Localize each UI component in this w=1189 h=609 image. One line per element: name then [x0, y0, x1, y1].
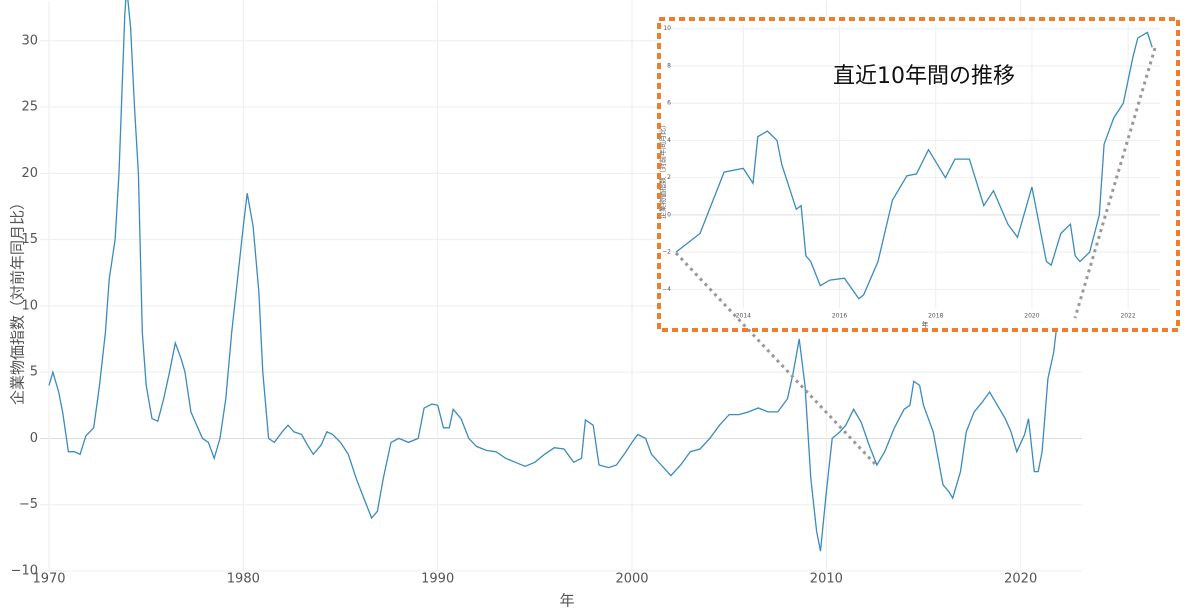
y-tick-label: −2 [662, 249, 671, 256]
y-tick-label: −10 [11, 564, 38, 579]
x-axis-label: 年 [559, 592, 574, 609]
y-tick-label: 5 [30, 365, 38, 380]
inset-frame [657, 17, 1180, 332]
y-tick-label: 25 [21, 100, 38, 115]
x-tick-label: 2014 [736, 313, 751, 320]
x-tick-label: 1970 [32, 572, 65, 587]
y-tick-label: −4 [662, 286, 671, 293]
x-tick-label: 2020 [1004, 572, 1037, 587]
y-tick-label: 8 [667, 62, 671, 69]
x-axis-label: 年 [922, 320, 929, 329]
x-tick-label: 2000 [615, 572, 648, 587]
x-tick-label: 2020 [1024, 313, 1039, 320]
y-tick-label: 0 [30, 431, 38, 446]
x-tick-label: 2016 [832, 313, 847, 320]
inset-title: 直近10年間の推移 [833, 64, 1015, 89]
y-tick-label: 15 [21, 232, 38, 247]
y-axis-label: 企業物価指数（対前年同月比） [658, 121, 667, 219]
y-tick-label: 10 [21, 298, 38, 313]
y-tick-label: 2 [667, 174, 671, 181]
x-tick-label: 1980 [227, 572, 260, 587]
x-tick-label: 2010 [810, 572, 843, 587]
x-tick-label: 2018 [928, 313, 943, 320]
y-tick-label: 4 [667, 137, 671, 144]
y-tick-label: 6 [667, 100, 671, 107]
y-axis-label: 企業物価指数（対前年同月比） [9, 195, 27, 405]
inset-background [659, 19, 1178, 330]
y-tick-label: 20 [21, 166, 38, 181]
inset-chart: −4 −2 0 2 4 6 8 10 2014 2016 2018 2020 2022 年 企業物価指数（対… [658, 25, 1160, 329]
data-line [48, 0, 1070, 552]
y-tick-label: −5 [19, 497, 38, 512]
x-tick-label: 2022 [1120, 313, 1135, 320]
y-tick-label: 0 [667, 211, 671, 218]
connector [1073, 47, 1157, 319]
y-tick-label: 30 [21, 33, 38, 48]
x-tick-label: 1990 [421, 572, 454, 587]
data-line [675, 31, 1153, 300]
y-tick-label: 10 [663, 25, 671, 32]
